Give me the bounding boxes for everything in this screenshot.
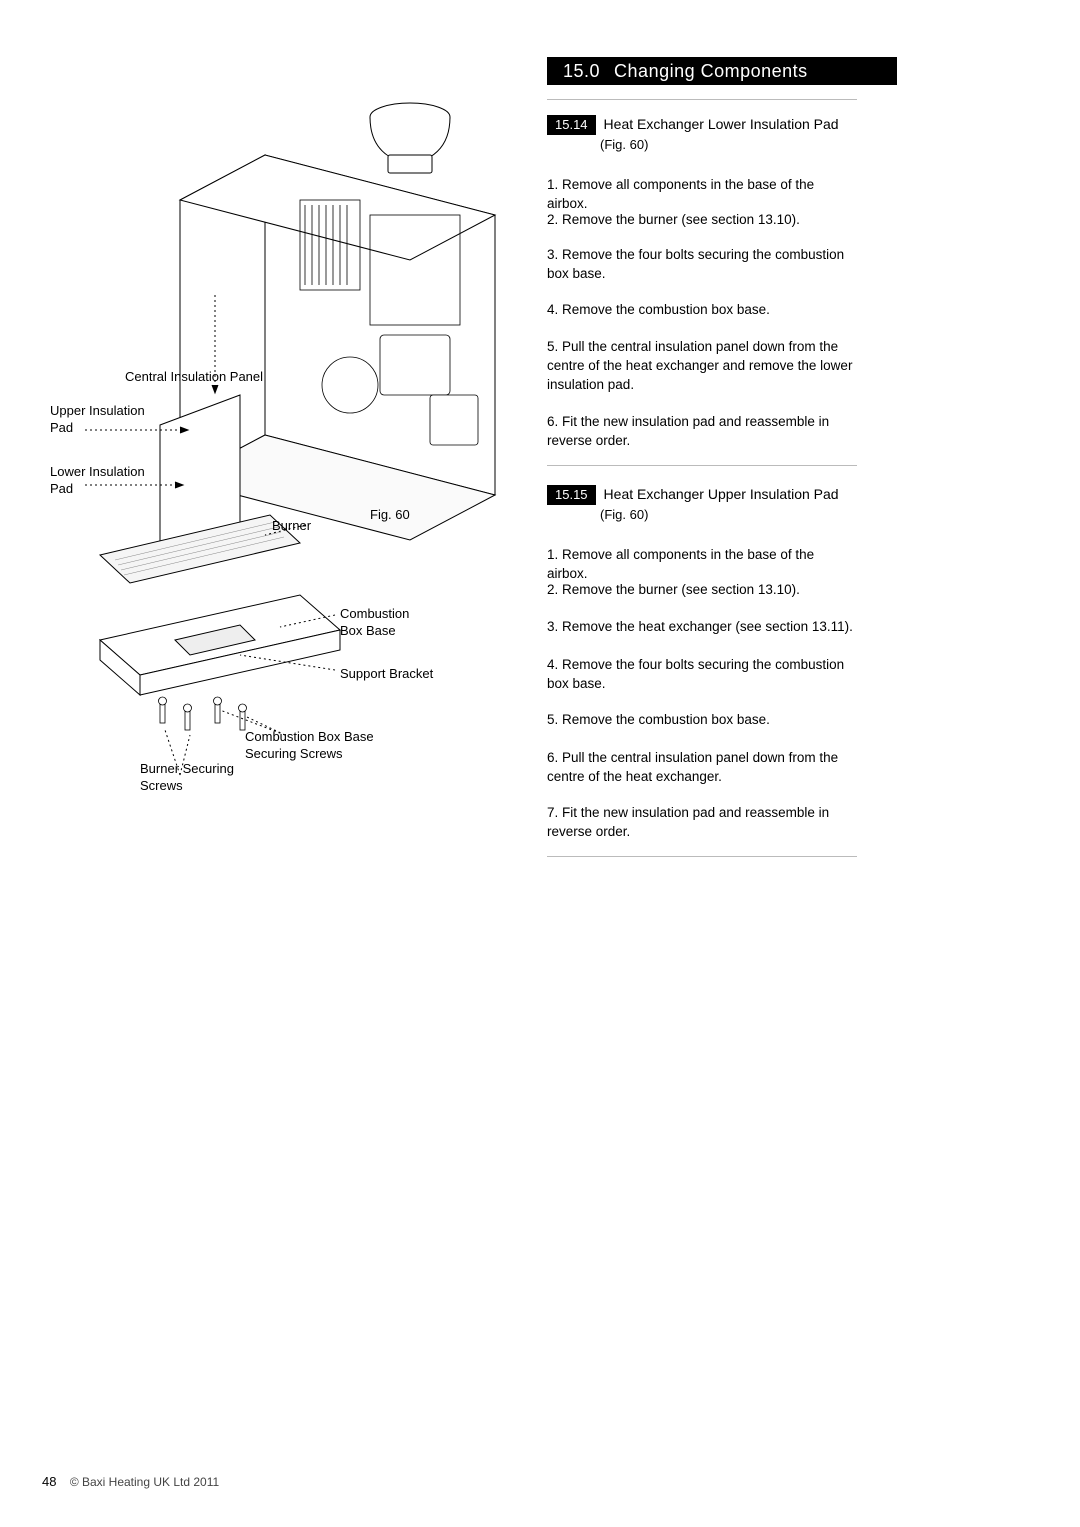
manual-page: 15.0 Changing Components 15.14 Heat Exchan… bbox=[0, 0, 1080, 1527]
label-burner-securing-screws: Burner Securing Screws bbox=[140, 760, 250, 794]
section-title: Heat Exchanger Upper Insulation Pad bbox=[604, 486, 839, 502]
instruction-step: 3. Remove the four bolts securing the co… bbox=[547, 245, 857, 283]
section-head-15-14: 15.14 Heat Exchanger Lower Insulation Pad bbox=[547, 115, 839, 135]
section-title: Heat Exchanger Lower Insulation Pad bbox=[604, 116, 839, 132]
fig-ref: (Fig. 60) bbox=[600, 137, 648, 152]
instruction-step: 1. Remove all components in the base of … bbox=[547, 175, 857, 213]
section-title-bar: 15.0 Changing Components bbox=[547, 57, 897, 85]
instruction-step: 4. Remove the four bolts securing the co… bbox=[547, 655, 857, 693]
label-burner: Burner bbox=[272, 517, 311, 534]
instruction-step: 3. Remove the heat exchanger (see sectio… bbox=[547, 617, 857, 636]
instruction-step: 2. Remove the burner (see section 13.10)… bbox=[547, 580, 857, 599]
diagram-svg bbox=[40, 85, 530, 805]
section-number: 15.14 bbox=[547, 115, 596, 135]
divider bbox=[547, 856, 857, 857]
page-number: 48 bbox=[42, 1474, 56, 1489]
title-text: Changing Components bbox=[614, 61, 808, 81]
instruction-step: 6. Fit the new insulation pad and reasse… bbox=[547, 412, 857, 450]
label-support-bracket: Support Bracket bbox=[340, 665, 433, 682]
instruction-step: 7. Fit the new insulation pad and reasse… bbox=[547, 803, 857, 841]
label-cbb-securing-screws: Combustion Box Base Securing Screws bbox=[245, 728, 405, 762]
instruction-step: 2. Remove the burner (see section 13.10)… bbox=[547, 210, 857, 229]
label-lower-insulation-pad: Lower Insulation Pad bbox=[50, 463, 160, 497]
instruction-step: 1. Remove all components in the base of … bbox=[547, 545, 857, 583]
divider bbox=[547, 99, 857, 100]
instruction-step: 6. Pull the central insulation panel dow… bbox=[547, 748, 857, 786]
label-central-insulation-panel: Central Insulation Panel bbox=[125, 368, 263, 385]
section-head-15-15: 15.15 Heat Exchanger Upper Insulation Pad bbox=[547, 485, 839, 505]
fig-ref: (Fig. 60) bbox=[600, 507, 648, 522]
copyright-text: © Baxi Heating UK Ltd 2011 bbox=[70, 1475, 219, 1489]
label-upper-insulation-pad: Upper Insulation Pad bbox=[50, 402, 160, 436]
label-combustion-box-base: Combustion Box Base bbox=[340, 605, 430, 639]
title-number: 15.0 bbox=[563, 61, 600, 81]
divider bbox=[547, 465, 857, 466]
instruction-step: 5. Remove the combustion box base. bbox=[547, 710, 857, 729]
page-footer: 48 © Baxi Heating UK Ltd 2011 bbox=[42, 1474, 219, 1489]
label-fig-60: Fig. 60 bbox=[370, 506, 410, 523]
section-number: 15.15 bbox=[547, 485, 596, 505]
exploded-diagram: Central Insulation Panel Upper Insulatio… bbox=[40, 85, 530, 805]
instruction-step: 5. Pull the central insulation panel dow… bbox=[547, 337, 857, 394]
instruction-step: 4. Remove the combustion box base. bbox=[547, 300, 857, 319]
